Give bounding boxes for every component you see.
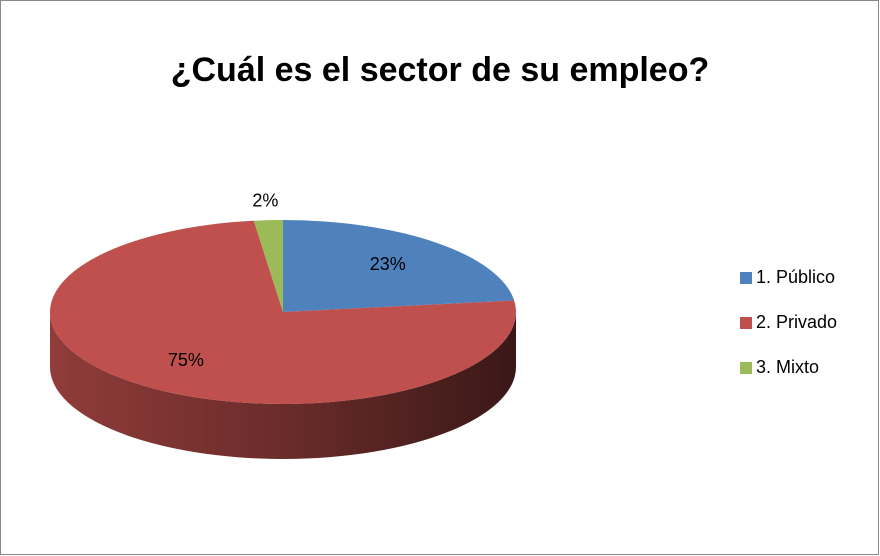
- data-label: 75%: [168, 350, 204, 370]
- legend-label: 3. Mixto: [756, 357, 819, 377]
- data-label: 23%: [370, 254, 406, 274]
- chart-title: ¿Cuál es el sector de su empleo?: [171, 51, 710, 89]
- data-label: 2%: [252, 191, 278, 211]
- pie-slice: [50, 220, 516, 404]
- pie-slice: [283, 220, 515, 312]
- legend-swatch: [740, 317, 752, 329]
- legend-swatch: [740, 362, 752, 374]
- legend-label: 1. Público: [756, 267, 835, 287]
- pie-slice: [253, 220, 283, 312]
- pie-side: [50, 312, 516, 459]
- legend-label: 2. Privado: [756, 312, 837, 332]
- legend-swatch: [740, 272, 752, 284]
